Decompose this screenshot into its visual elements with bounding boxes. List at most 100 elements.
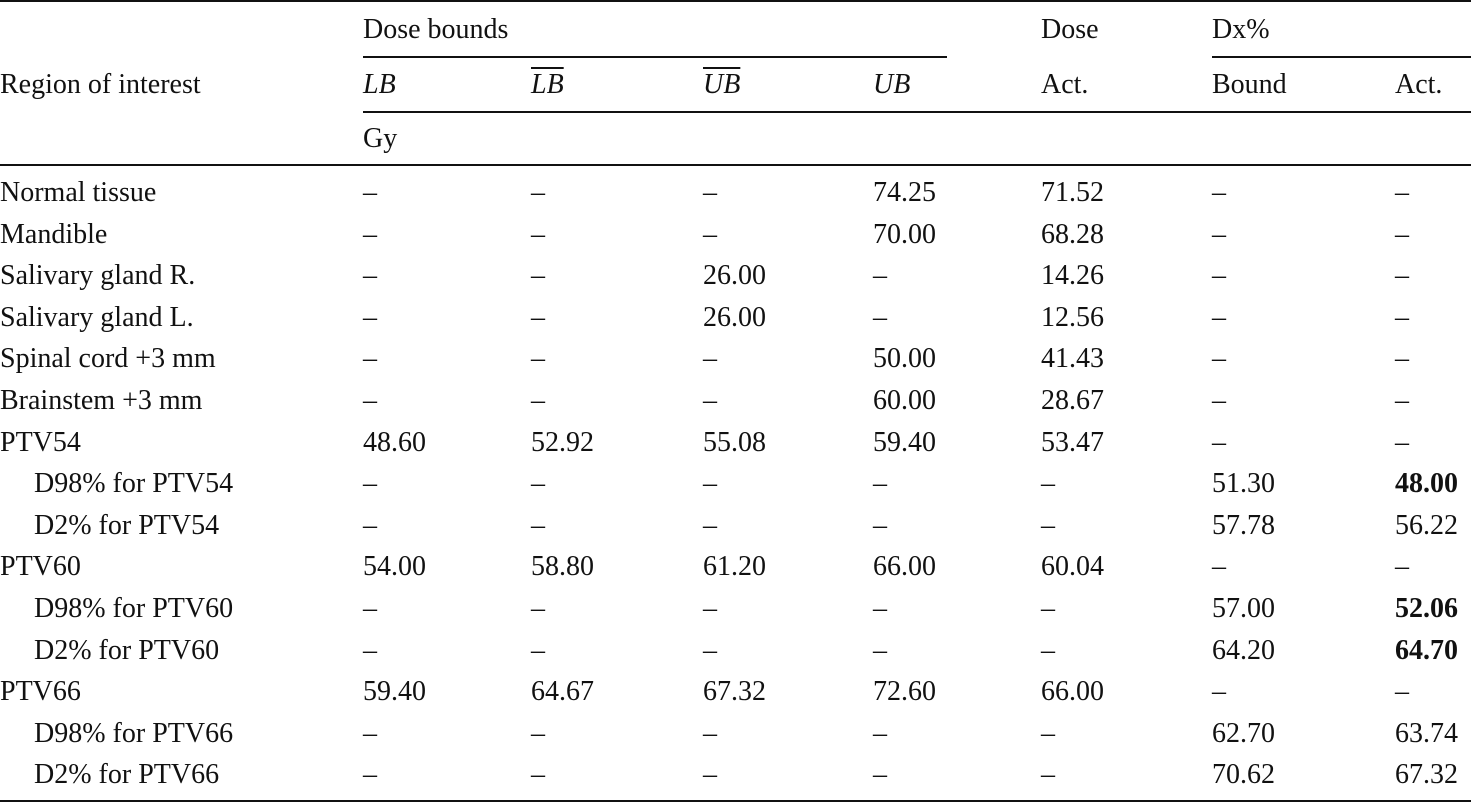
cell: – [1395,177,1409,208]
column-header: LB [363,69,396,100]
cell: – [531,260,545,292]
cell: 26.00 [703,301,766,333]
cell: 12.56 [1041,301,1104,333]
row-label: Spinal cord +3 mm [0,343,216,375]
cell: – [1041,759,1055,791]
cell: – [1212,385,1226,416]
cell: 28.67 [1041,385,1104,416]
cell: 70.00 [873,218,936,250]
header-rule [363,111,1471,113]
row-label: D2% for PTV60 [34,634,220,666]
cell: – [363,593,377,624]
row-label: D98% for PTV66 [34,717,234,749]
cell: 60.04 [1041,551,1104,583]
row-label: Normal tissue [0,177,157,208]
cell: 58.80 [531,551,594,583]
cell: – [703,343,717,375]
cell: 48.00 [1395,468,1458,500]
cell: – [873,468,887,500]
cell: 48.60 [363,426,426,458]
cell: 57.00 [1212,593,1275,624]
cell: – [1212,343,1226,375]
cell: – [703,759,717,791]
cell: – [531,468,545,500]
cell: – [531,593,545,624]
cell: – [363,468,377,500]
cell: – [363,343,377,375]
cell: 68.28 [1041,218,1104,250]
row-label: PTV54 [0,426,81,458]
cell: – [1212,426,1226,458]
cell: – [873,634,887,666]
cell: – [1395,343,1409,375]
row-label: D98% for PTV54 [34,468,234,500]
cell: 14.26 [1041,260,1104,292]
cell: 57.78 [1212,509,1275,541]
cell: 74.25 [873,177,936,208]
cell: 54.00 [363,551,426,583]
cell: – [1212,301,1226,333]
cell: – [1041,509,1055,541]
cell: 66.00 [1041,676,1104,708]
cell: – [1212,177,1226,208]
row-label: Mandible [0,218,108,250]
top-rule [0,0,1471,2]
cell: 64.70 [1395,634,1458,666]
bottom-rule [0,800,1471,802]
cell: 59.40 [873,426,936,458]
header-group: Dose bounds [363,14,509,45]
group-rule [363,56,947,58]
cell: 67.32 [1395,759,1458,791]
cell: – [1395,676,1409,708]
cell: – [363,260,377,292]
column-header: LB [531,69,564,100]
cell: 50.00 [873,343,936,375]
cell: 52.06 [1395,593,1458,624]
cell: 64.67 [531,676,594,708]
cell: – [703,634,717,666]
cell: 67.32 [703,676,766,708]
cell: 60.00 [873,385,936,416]
column-header: Act. [1395,69,1443,100]
cell: 61.20 [703,551,766,583]
cell: 72.60 [873,676,936,708]
cell: 55.08 [703,426,766,458]
header-cell: Region of interest [0,69,201,100]
row-label: D2% for PTV66 [34,759,220,791]
column-header: Bound [1212,69,1287,100]
cell: – [703,468,717,500]
cell: – [873,509,887,541]
cell: – [703,717,717,749]
cell: 52.92 [531,426,594,458]
column-header: Act. [1041,69,1089,100]
cell: – [531,343,545,375]
cell: – [531,385,545,416]
cell: 63.74 [1395,717,1458,749]
mid-rule [0,164,1471,166]
cell: 56.22 [1395,509,1458,541]
cell: – [1395,551,1409,583]
group-rule [1212,56,1471,58]
cell: 53.47 [1041,426,1104,458]
cell: 41.43 [1041,343,1104,375]
cell: – [873,759,887,791]
cell: – [531,634,545,666]
cell: – [1041,717,1055,749]
unit-label: Gy [363,123,398,154]
cell: – [873,717,887,749]
cell: – [363,634,377,666]
cell: – [363,717,377,749]
row-label: PTV60 [0,551,81,583]
cell: – [363,509,377,541]
row-label: Salivary gland R. [0,260,196,292]
row-label: Brainstem +3 mm [0,385,203,416]
header-group: Dx% [1212,14,1270,45]
row-label: D98% for PTV60 [34,593,234,624]
cell: – [363,177,377,208]
cell: – [363,385,377,416]
row-label: D2% for PTV54 [34,509,220,541]
cell: – [1395,301,1409,333]
cell: – [1212,260,1226,292]
cell: – [703,593,717,624]
